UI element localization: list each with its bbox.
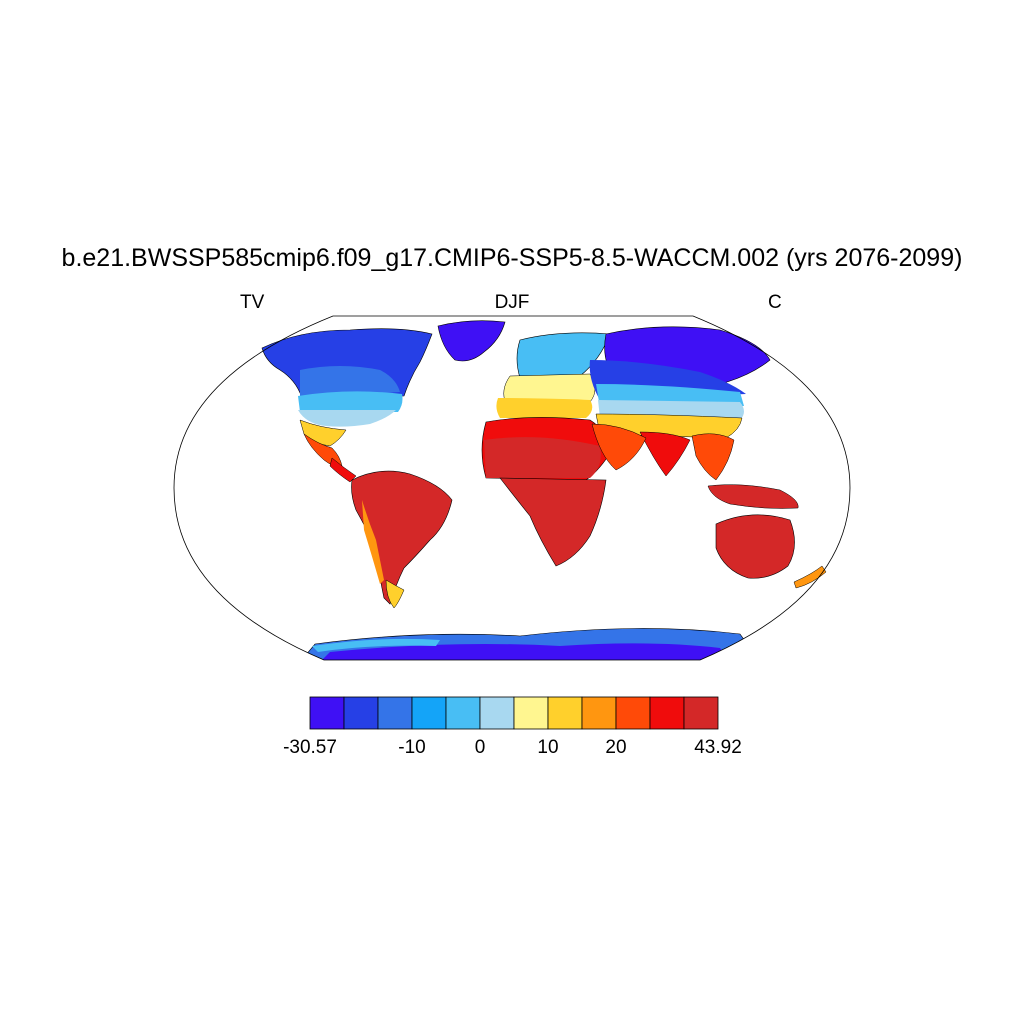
colorbar-swatch bbox=[309, 696, 345, 730]
colorbar-swatch bbox=[343, 696, 379, 730]
colorbar-tick-label: 20 bbox=[605, 737, 627, 758]
colorbar-min-label: -30.57 bbox=[283, 737, 337, 758]
colorbar-tick-label: -10 bbox=[398, 737, 426, 758]
south-america bbox=[351, 470, 453, 605]
north-america-temperate bbox=[298, 410, 396, 427]
colorbar-swatch bbox=[479, 696, 515, 730]
mediterranean bbox=[496, 398, 593, 418]
globe-outline bbox=[173, 315, 851, 661]
sahara-south bbox=[484, 437, 601, 478]
north-america-cool bbox=[300, 366, 400, 398]
colorbar-swatch bbox=[581, 696, 617, 730]
colorbar-swatch bbox=[513, 696, 549, 730]
colorbar-max-label: 43.92 bbox=[694, 737, 742, 758]
plot-title: b.e21.BWSSP585cmip6.f09_g17.CMIP6-SSP5-8… bbox=[61, 244, 963, 272]
colorbar-swatch bbox=[445, 696, 481, 730]
center-label: DJF bbox=[494, 292, 530, 313]
central-america bbox=[329, 457, 357, 483]
colorbar-tick-label: 0 bbox=[474, 737, 486, 758]
new-zealand bbox=[793, 565, 827, 589]
india bbox=[639, 431, 691, 477]
indonesia bbox=[707, 484, 799, 509]
colorbar-swatch bbox=[683, 696, 719, 730]
arabia bbox=[591, 423, 647, 471]
colorbar-tick-label: 10 bbox=[537, 737, 559, 758]
colorbar-swatch bbox=[615, 696, 651, 730]
left-label: TV bbox=[240, 292, 265, 313]
colorbar-swatch bbox=[547, 696, 583, 730]
southern-africa bbox=[499, 477, 607, 567]
right-label: C bbox=[768, 292, 782, 313]
colorbar-swatch bbox=[411, 696, 447, 730]
greenland bbox=[437, 320, 506, 362]
colorbar-swatch bbox=[377, 696, 413, 730]
antarctica-coast bbox=[312, 638, 440, 652]
colorbar-swatch bbox=[649, 696, 685, 730]
patagonia bbox=[385, 579, 405, 609]
southeast-asia bbox=[691, 433, 735, 481]
north-america-mid bbox=[298, 391, 403, 412]
australia bbox=[715, 514, 795, 579]
andes-warm bbox=[362, 500, 384, 584]
europe-cold bbox=[516, 332, 611, 379]
antarctica-interior bbox=[320, 643, 730, 660]
